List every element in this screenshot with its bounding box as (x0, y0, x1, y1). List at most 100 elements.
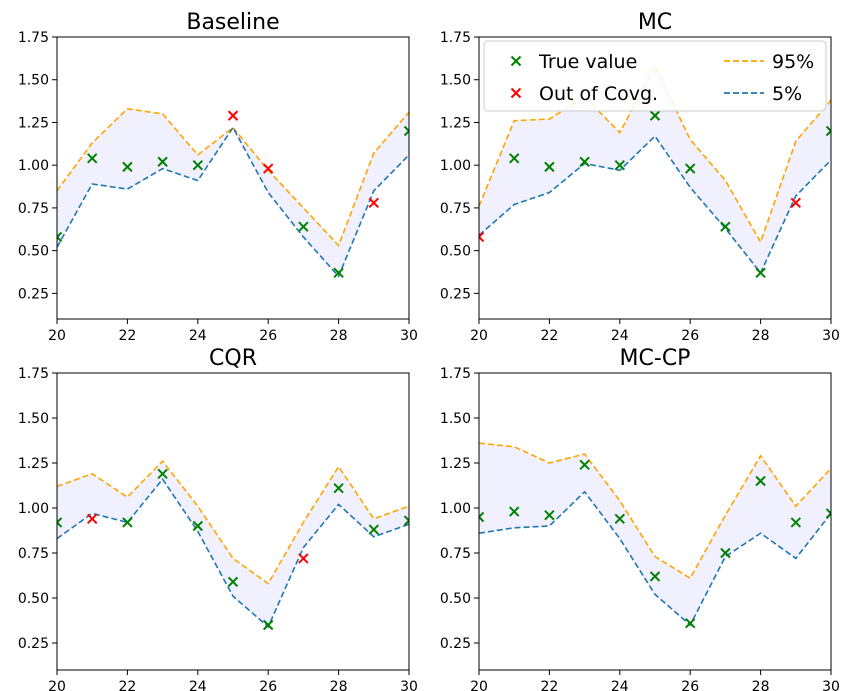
true-value-marker (86, 153, 98, 164)
series-5-line (57, 126, 409, 278)
true-value-marker (579, 459, 590, 471)
out-of-coverage-marker (790, 197, 802, 208)
y-tick-label: 1.25 (18, 115, 49, 131)
y-tick-label: 0.75 (18, 201, 49, 217)
x-tick-label: 28 (752, 679, 770, 691)
y-tick-label: 0.75 (18, 546, 49, 562)
x-tick-label: 24 (189, 328, 207, 344)
axes-frame (478, 36, 832, 320)
y-tick-label: 1.75 (18, 366, 49, 382)
true-value-marker (57, 517, 63, 528)
panel-mc: 20 22 24 26 28 30 0.25 0.50 0.75 1.00 1.25 1.50 1.75… (440, 10, 840, 344)
true-value-marker (508, 506, 520, 517)
y-tick-label: 1.00 (18, 501, 49, 517)
x-tick-label: 20 (470, 679, 488, 691)
true-value-marker (544, 509, 555, 521)
y-tick-label: 1.25 (440, 115, 471, 131)
true-value-marker (508, 153, 520, 164)
panel-mc-cp: 20 22 24 26 28 30 0.25 0.50 0.75 1.00 1.25 1.50 1.75… (440, 346, 840, 691)
y-tick-label: 0.50 (440, 591, 471, 607)
y-tick-label: 0.75 (440, 201, 471, 217)
x-tick-label: 26 (681, 679, 699, 691)
true-value-marker (298, 221, 309, 232)
y-tick-label: 1.75 (440, 366, 471, 382)
axes-frame (478, 372, 832, 671)
y-tick-label: 1.50 (18, 73, 49, 89)
plot-area (57, 459, 409, 631)
true-value-marker (544, 161, 555, 173)
panel-title: CQR (209, 346, 257, 371)
true-value-marker (262, 619, 274, 631)
x-tick-label: 22 (540, 328, 558, 344)
y-tick-label: 0.25 (18, 286, 49, 302)
true-value-marker (579, 156, 590, 167)
y-tick-label: 1.50 (440, 73, 471, 89)
x-tick-label: 22 (118, 679, 136, 691)
plot-area (57, 107, 409, 279)
x-tick-label: 30 (822, 679, 840, 691)
true-value-marker (825, 125, 831, 137)
series-95-line (57, 107, 409, 247)
y-tick-label: 1.00 (18, 158, 49, 174)
plot-area (479, 442, 831, 629)
x-tick-label: 30 (822, 328, 840, 344)
out-of-coverage-marker (368, 197, 380, 208)
y-tick-label: 1.25 (440, 456, 471, 472)
x-tick-label: 24 (189, 679, 207, 691)
true-value-marker (227, 576, 239, 588)
x-tick-label: 26 (259, 328, 277, 344)
out-of-coverage-marker (262, 163, 274, 174)
x-tick-label: 26 (681, 328, 699, 344)
x-tick-label: 30 (400, 328, 418, 344)
interval-band (57, 461, 409, 627)
true-value-marker (157, 156, 168, 167)
out-of-coverage-marker (479, 231, 485, 243)
series-5-line (479, 134, 831, 275)
y-tick-label: 1.50 (18, 411, 49, 427)
true-value-marker (192, 520, 204, 532)
series-95-line (57, 459, 409, 585)
x-tick-label: 24 (611, 328, 629, 344)
true-value-marker (614, 513, 626, 525)
true-value-marker (614, 159, 626, 171)
true-value-marker (684, 163, 696, 174)
true-value-marker (192, 159, 204, 171)
true-value-marker (479, 511, 485, 523)
x-tick-label: 20 (48, 679, 66, 691)
x-tick-label: 20 (48, 328, 66, 344)
y-tick-label: 0.50 (440, 244, 471, 260)
true-value-marker (368, 524, 380, 535)
true-value-marker (122, 161, 133, 173)
true-value-marker (403, 515, 409, 526)
y-tick-label: 1.00 (440, 158, 471, 174)
axes-frame (56, 36, 410, 320)
plot-area (479, 64, 831, 279)
x-tick-label: 28 (752, 328, 770, 344)
true-value-marker (825, 508, 831, 519)
true-value-marker (755, 475, 766, 487)
out-of-coverage-marker (227, 110, 239, 121)
x-tick-label: 30 (400, 679, 418, 691)
true-value-marker (790, 517, 802, 528)
legend-label: 5% (772, 83, 802, 105)
y-tick-label: 0.25 (440, 286, 471, 302)
true-value-marker (720, 547, 731, 559)
true-value-marker (333, 267, 344, 279)
y-tick-label: 1.00 (440, 501, 471, 517)
panel-title: MC (638, 10, 672, 35)
true-value-marker (403, 125, 409, 137)
true-value-marker (649, 110, 661, 121)
legend-true-value-marker (510, 55, 522, 67)
axes-frame (56, 372, 410, 671)
out-of-coverage-marker (298, 553, 309, 564)
series-95-line (479, 442, 831, 580)
panel-baseline: 20 22 24 26 28 30 0.25 0.50 0.75 1.00 1.25 1.50 1.75… (18, 10, 418, 344)
interval-band (57, 108, 409, 277)
true-value-marker (122, 517, 133, 528)
series-5-line (479, 490, 831, 627)
panel-title: MC-CP (620, 346, 691, 371)
y-tick-label: 1.50 (440, 411, 471, 427)
panel-title: Baseline (186, 10, 279, 35)
true-value-marker (333, 482, 344, 494)
